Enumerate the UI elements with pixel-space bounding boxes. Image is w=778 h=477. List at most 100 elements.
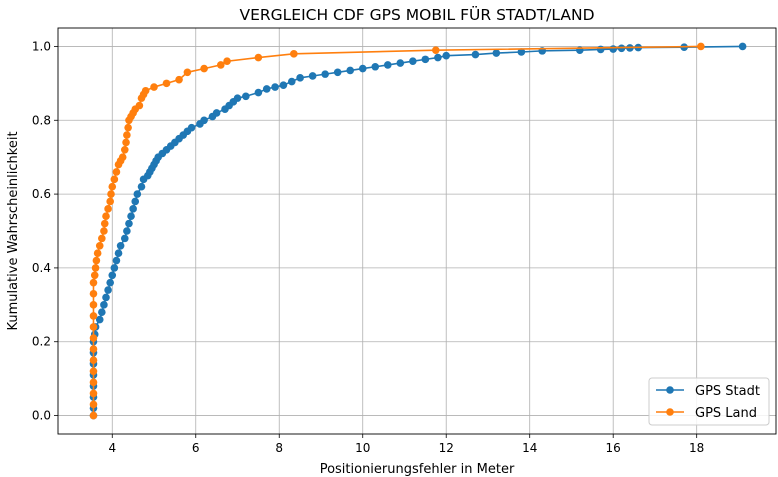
data-point-gps-stadt: [133, 190, 142, 198]
data-point-gps-land: [431, 46, 440, 54]
data-point-gps-land: [175, 75, 183, 84]
x-tick-label: 8: [275, 441, 283, 455]
y-tick-label: 0.2: [32, 335, 51, 349]
legend-label-land: GPS Land: [695, 406, 757, 421]
data-point-gps-land: [89, 301, 98, 309]
data-point-gps-land: [135, 101, 144, 110]
y-axis-label: Kumulative Wahrscheinlichkeit: [6, 131, 21, 330]
data-point-gps-stadt: [127, 212, 135, 221]
data-point-gps-land: [120, 146, 129, 154]
data-point-gps-land: [162, 79, 171, 88]
data-point-gps-stadt: [120, 234, 129, 243]
data-point-gps-land: [89, 367, 98, 376]
data-point-gps-land: [112, 168, 121, 176]
data-point-gps-land: [89, 389, 98, 398]
data-point-gps-stadt: [125, 219, 133, 228]
legend: GPS Stadt GPS Land: [648, 377, 770, 426]
data-point-gps-land: [90, 271, 99, 280]
series-layer: [89, 42, 747, 420]
data-point-gps-stadt: [129, 205, 137, 213]
data-point-gps-land: [104, 205, 112, 213]
data-point-gps-land: [89, 345, 98, 353]
data-point-gps-stadt: [200, 116, 208, 125]
data-point-gps-land: [89, 356, 98, 364]
data-point-gps-land: [98, 234, 106, 243]
data-point-gps-land: [92, 256, 101, 265]
data-point-gps-land: [108, 182, 117, 191]
data-point-gps-stadt: [108, 271, 117, 280]
data-point-gps-stadt: [279, 81, 288, 90]
data-point-gps-stadt: [100, 301, 108, 309]
chart-title: VERGLEICH CDF GPS MOBIL FÜR STADT/LAND: [239, 5, 594, 24]
data-point-gps-land: [89, 312, 98, 320]
data-point-gps-land: [89, 289, 98, 298]
data-point-gps-stadt: [346, 66, 355, 75]
data-point-gps-stadt: [409, 57, 417, 66]
data-point-gps-land: [100, 227, 108, 235]
data-point-gps-stadt: [102, 293, 110, 302]
data-point-gps-stadt: [116, 241, 125, 250]
plot-frame: [57, 27, 777, 435]
data-point-gps-stadt: [358, 64, 367, 73]
data-point-gps-land: [183, 68, 192, 77]
y-tick-label: 0.0: [32, 409, 51, 423]
y-axis-ticks: 0.0 0.2 0.4 0.6 0.8 1.0: [32, 39, 58, 423]
data-point-gps-stadt: [371, 62, 380, 71]
data-point-gps-land: [89, 411, 98, 420]
x-axis-label: Positionierungsfehler in Meter: [320, 462, 515, 477]
data-point-gps-stadt: [434, 53, 442, 62]
data-point-gps-land: [95, 241, 104, 250]
data-point-gps-land: [118, 153, 127, 161]
legend-marker-stadt: [666, 386, 674, 394]
y-tick-label: 0.6: [32, 187, 51, 201]
data-point-gps-land: [123, 131, 131, 139]
y-tick-label: 0.8: [32, 113, 51, 127]
data-point-gps-land: [89, 334, 98, 342]
data-point-gps-stadt: [106, 278, 114, 287]
x-tick-label: 12: [439, 441, 454, 455]
data-point-gps-stadt: [421, 55, 430, 64]
data-point-gps-land: [290, 50, 298, 58]
data-point-gps-stadt: [296, 74, 304, 82]
data-point-gps-land: [217, 61, 225, 69]
data-point-gps-stadt: [609, 45, 617, 53]
data-point-gps-land: [223, 57, 231, 66]
data-point-gps-land: [200, 64, 208, 73]
data-point-gps-stadt: [123, 227, 131, 235]
data-point-gps-stadt: [110, 264, 119, 272]
data-point-gps-stadt: [383, 61, 392, 69]
data-point-gps-stadt: [442, 51, 451, 60]
data-point-gps-stadt: [233, 94, 242, 102]
data-point-gps-stadt: [271, 83, 279, 91]
data-point-gps-stadt: [104, 286, 112, 294]
data-point-gps-stadt: [396, 59, 405, 67]
data-point-gps-stadt: [254, 88, 263, 97]
x-tick-label: 6: [192, 441, 200, 455]
grid-lines: [58, 28, 776, 434]
data-point-gps-stadt: [287, 77, 296, 86]
data-point-gps-land: [89, 378, 98, 387]
data-point-gps-land: [89, 400, 98, 409]
data-point-gps-land: [89, 278, 98, 287]
data-point-gps-land: [150, 83, 158, 91]
data-point-gps-stadt: [321, 70, 329, 78]
x-tick-label: 10: [355, 441, 370, 455]
data-point-gps-stadt: [98, 308, 106, 317]
x-axis-ticks: 4 6 8 10 12 14 16 18: [108, 434, 704, 455]
data-point-gps-stadt: [95, 315, 104, 324]
x-tick-label: 16: [606, 441, 621, 455]
data-point-gps-stadt: [242, 92, 250, 101]
data-point-gps-stadt: [333, 68, 342, 77]
data-point-gps-stadt: [212, 109, 221, 117]
data-point-gps-land: [124, 123, 132, 132]
legend-marker-land: [666, 408, 674, 416]
data-point-gps-land: [93, 249, 102, 257]
data-point-gps-stadt: [131, 197, 140, 206]
data-point-gps-stadt: [114, 249, 123, 257]
data-point-gps-land: [102, 212, 110, 221]
data-point-gps-land: [254, 53, 263, 62]
y-tick-label: 0.4: [32, 261, 51, 275]
data-point-gps-stadt: [738, 42, 747, 51]
data-point-gps-stadt: [308, 72, 317, 80]
y-tick-label: 1.0: [32, 39, 51, 53]
